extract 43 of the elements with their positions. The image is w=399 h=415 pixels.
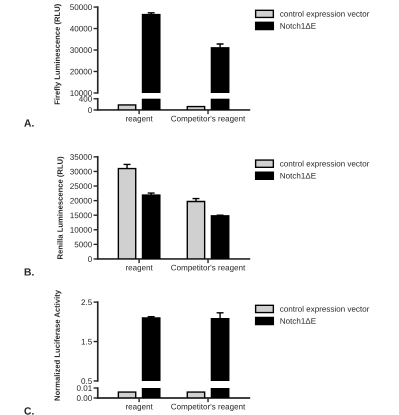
- x-tick-label: Competitor's reagent: [171, 116, 246, 124]
- y-tick-label: 50000: [70, 4, 92, 10]
- bar: [210, 215, 230, 259]
- y-tick-label: 1.5: [82, 338, 92, 345]
- bar: [118, 168, 136, 259]
- y-tick-label: 0: [88, 256, 92, 262]
- bar: [186, 106, 206, 110]
- bar: [118, 104, 136, 110]
- legend-label: control expression vector: [280, 306, 370, 314]
- y-tick-label: 25000: [70, 183, 92, 190]
- y-tick-label: 10000: [70, 90, 92, 96]
- bar: [142, 98, 161, 110]
- y-tick-label: 2.5: [81, 299, 92, 306]
- y-tick-label: 5000: [74, 242, 92, 248]
- y-tick-label: 40000: [70, 26, 92, 32]
- text: B.: [24, 268, 34, 276]
- legend-label: Notch1ΔE: [280, 172, 316, 179]
- legend-label: Notch1ΔE: [280, 22, 316, 29]
- y-tick-label: 30000: [70, 168, 92, 174]
- legend-label: control expression vector: [280, 10, 370, 18]
- y-tick-label: 10000: [70, 227, 92, 233]
- x-tick-label: Competitor's reagent: [171, 404, 246, 412]
- y-tick-label: 20000: [70, 198, 92, 204]
- y-tick-label: 0.5: [81, 378, 92, 384]
- bar: [210, 98, 230, 110]
- x-tick-label: reagent: [126, 404, 153, 412]
- y-tick-label: 400: [78, 96, 92, 102]
- x-tick-label: Competitor's reagent: [171, 264, 246, 272]
- text: C.: [24, 407, 34, 415]
- y-tick-label: 30000: [70, 47, 92, 54]
- y-tick-label: 15000: [70, 212, 92, 218]
- x-tick-label: reagent: [126, 116, 153, 124]
- bar: [186, 200, 206, 259]
- legend-label: Notch1ΔE: [280, 318, 316, 324]
- y-tick-label: 0.01: [76, 385, 92, 392]
- bar: [142, 194, 161, 259]
- y-tick-label: 0: [88, 107, 92, 113]
- y-tick-label: 0.00: [76, 395, 92, 401]
- legend-label: control expression vector: [280, 160, 370, 168]
- y-tick-label: 20000: [70, 68, 92, 74]
- y-tick-label: 35000: [70, 154, 92, 160]
- x-tick-label: reagent: [126, 265, 153, 272]
- text: A.: [24, 119, 34, 127]
